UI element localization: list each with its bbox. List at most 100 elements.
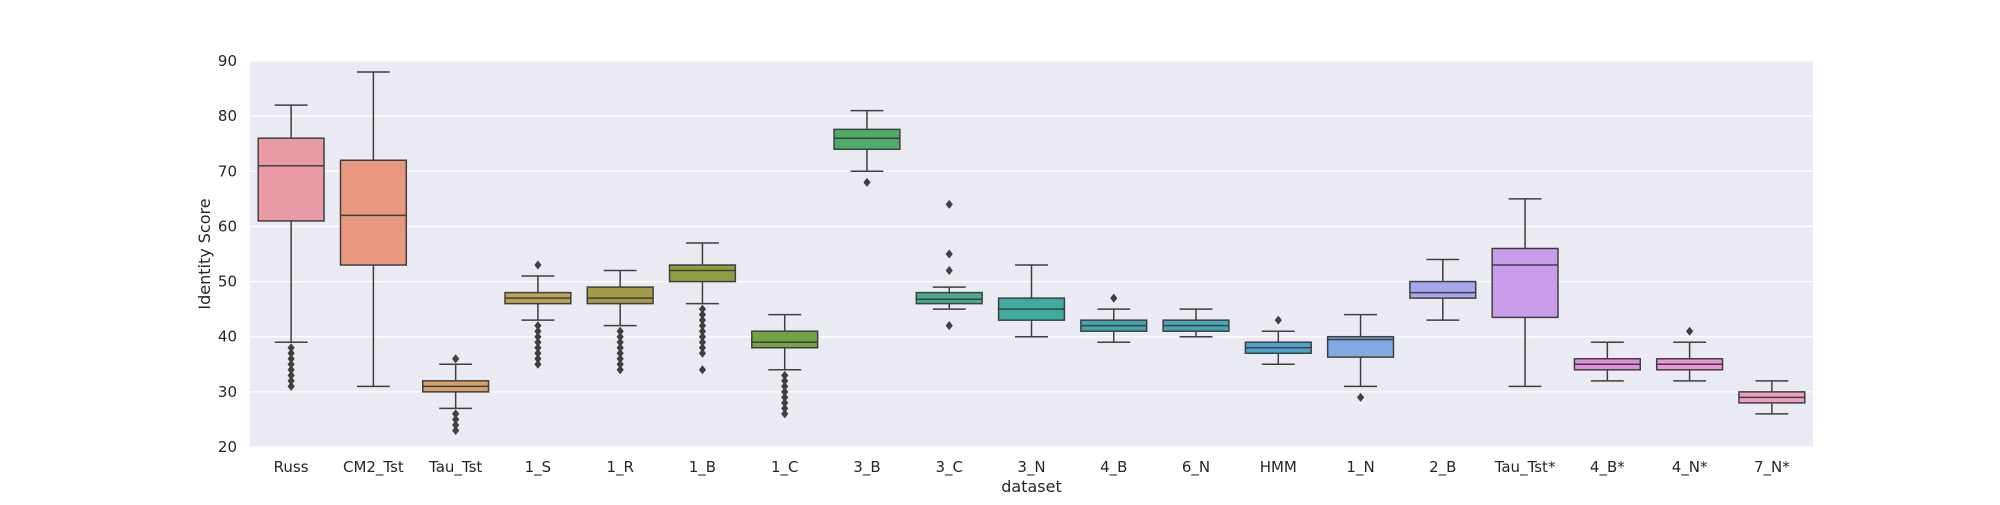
outlier-point (1686, 326, 1694, 336)
outlier-point (945, 266, 953, 276)
box-group-4_B* (1573, 341, 1641, 382)
box-group-1_N (1326, 313, 1395, 402)
outlier-point (781, 398, 789, 408)
box-group-6_N (1162, 308, 1230, 338)
box-group-Tau_Tst* (1491, 198, 1559, 388)
outlier-point (698, 310, 707, 320)
box-group-HMM (1244, 315, 1312, 366)
x-tick-label-1_B: 1_B (689, 458, 716, 477)
box-body (833, 128, 901, 150)
box-body (668, 264, 737, 283)
outlier-point (534, 337, 542, 347)
outlier-point (698, 343, 707, 353)
box-group-4_N* (1655, 326, 1724, 382)
x-tick-labels: Russ CM2_Tst Tau_Tst 1_S 1_R 1_B 1_C 3_B 3_C 3_N 4… (274, 458, 1791, 477)
box-body (1409, 280, 1477, 299)
box-layer (257, 71, 1806, 435)
x-tick-label-HMM: HMM (1260, 458, 1297, 476)
box-body (915, 291, 983, 305)
x-tick-label-Russ: Russ (274, 458, 309, 476)
outlier-point (534, 359, 542, 369)
box-body (1491, 247, 1559, 319)
outlier-point (781, 409, 789, 419)
y-tick-label-50: 50 (218, 273, 237, 291)
outlier-point (781, 387, 789, 397)
outlier-point (452, 425, 460, 435)
x-tick-label-3_C: 3_C (935, 458, 963, 477)
outlier-point (698, 365, 707, 375)
outlier-point (287, 376, 295, 386)
box-body (586, 286, 654, 305)
outlier-point (452, 420, 460, 430)
outlier-point (698, 321, 707, 331)
box-body (257, 137, 325, 222)
box-group-3_B (833, 109, 901, 187)
outlier-point (781, 376, 789, 386)
outlier-point (616, 326, 624, 336)
x-tick-label-3_N: 3_N (1017, 458, 1045, 477)
x-tick-label-6_N: 6_N (1182, 458, 1210, 477)
y-tick-labels: 20 30 40 50 60 70 80 90 (218, 52, 237, 456)
box-body (1326, 335, 1395, 358)
outlier-point (945, 249, 953, 259)
y-tick-label-30: 30 (218, 383, 237, 401)
outlier-point (287, 359, 295, 369)
outlier-point (781, 370, 789, 380)
y-tick-label-80: 80 (218, 107, 237, 125)
outlier-point (534, 321, 542, 331)
outlier-point (534, 260, 542, 270)
outlier-point (452, 409, 460, 419)
outlier-point (945, 321, 953, 331)
box-group-3_C (915, 199, 983, 331)
x-tick-label-1_R: 1_R (606, 458, 633, 477)
box-group-1_B (668, 242, 737, 375)
outlier-point (781, 403, 789, 413)
x-axis-label: dataset (1001, 477, 1062, 496)
x-tick-label-Tau_Tst: Tau_Tst (428, 458, 482, 477)
outlier-point (698, 332, 707, 342)
box-group-Tau_Tst (422, 354, 490, 435)
x-tick-label-2_B: 2_B (1429, 458, 1456, 477)
outlier-point (534, 348, 542, 358)
box-group-2_B (1409, 258, 1477, 321)
outlier-point (616, 354, 624, 364)
outlier-point (781, 392, 789, 402)
x-tick-label-4_B*: 4_B* (1590, 458, 1625, 477)
outlier-point (616, 343, 624, 353)
x-tick-label-1_N: 1_N (1346, 458, 1374, 477)
outlier-point (287, 370, 295, 380)
y-tick-label-90: 90 (218, 52, 237, 70)
y-tick-label-20: 20 (218, 438, 237, 456)
outlier-point (287, 348, 295, 358)
outlier-point (945, 199, 953, 209)
outlier-point (616, 337, 624, 347)
y-axis-label: Identity Score (195, 198, 214, 309)
x-tick-label-1_S: 1_S (525, 458, 552, 477)
y-tick-label-40: 40 (218, 328, 237, 346)
box-body (751, 330, 819, 349)
outlier-point (616, 332, 624, 342)
x-tick-label-7_N*: 7_N* (1754, 458, 1790, 477)
outlier-point (781, 381, 789, 391)
y-tick-label-60: 60 (218, 217, 237, 235)
outlier-point (534, 354, 542, 364)
outlier-point (287, 381, 295, 391)
outlier-point (616, 365, 624, 375)
y-tick-label-70: 70 (218, 162, 237, 180)
outlier-point (287, 343, 295, 353)
x-tick-label-4_N*: 4_N* (1672, 458, 1708, 477)
outlier-point (287, 354, 295, 364)
x-tick-label-4_B: 4_B (1100, 458, 1127, 477)
outlier-point (287, 365, 295, 375)
outlier-point (698, 326, 707, 336)
box-group-4_B (1080, 293, 1148, 343)
outlier-point (534, 332, 542, 342)
outlier-point (534, 343, 542, 353)
outlier-point (698, 304, 707, 314)
outlier-point (616, 348, 624, 358)
outlier-point (863, 177, 871, 187)
box-group-3_N (997, 264, 1066, 338)
box-group-7_N* (1738, 380, 1806, 415)
